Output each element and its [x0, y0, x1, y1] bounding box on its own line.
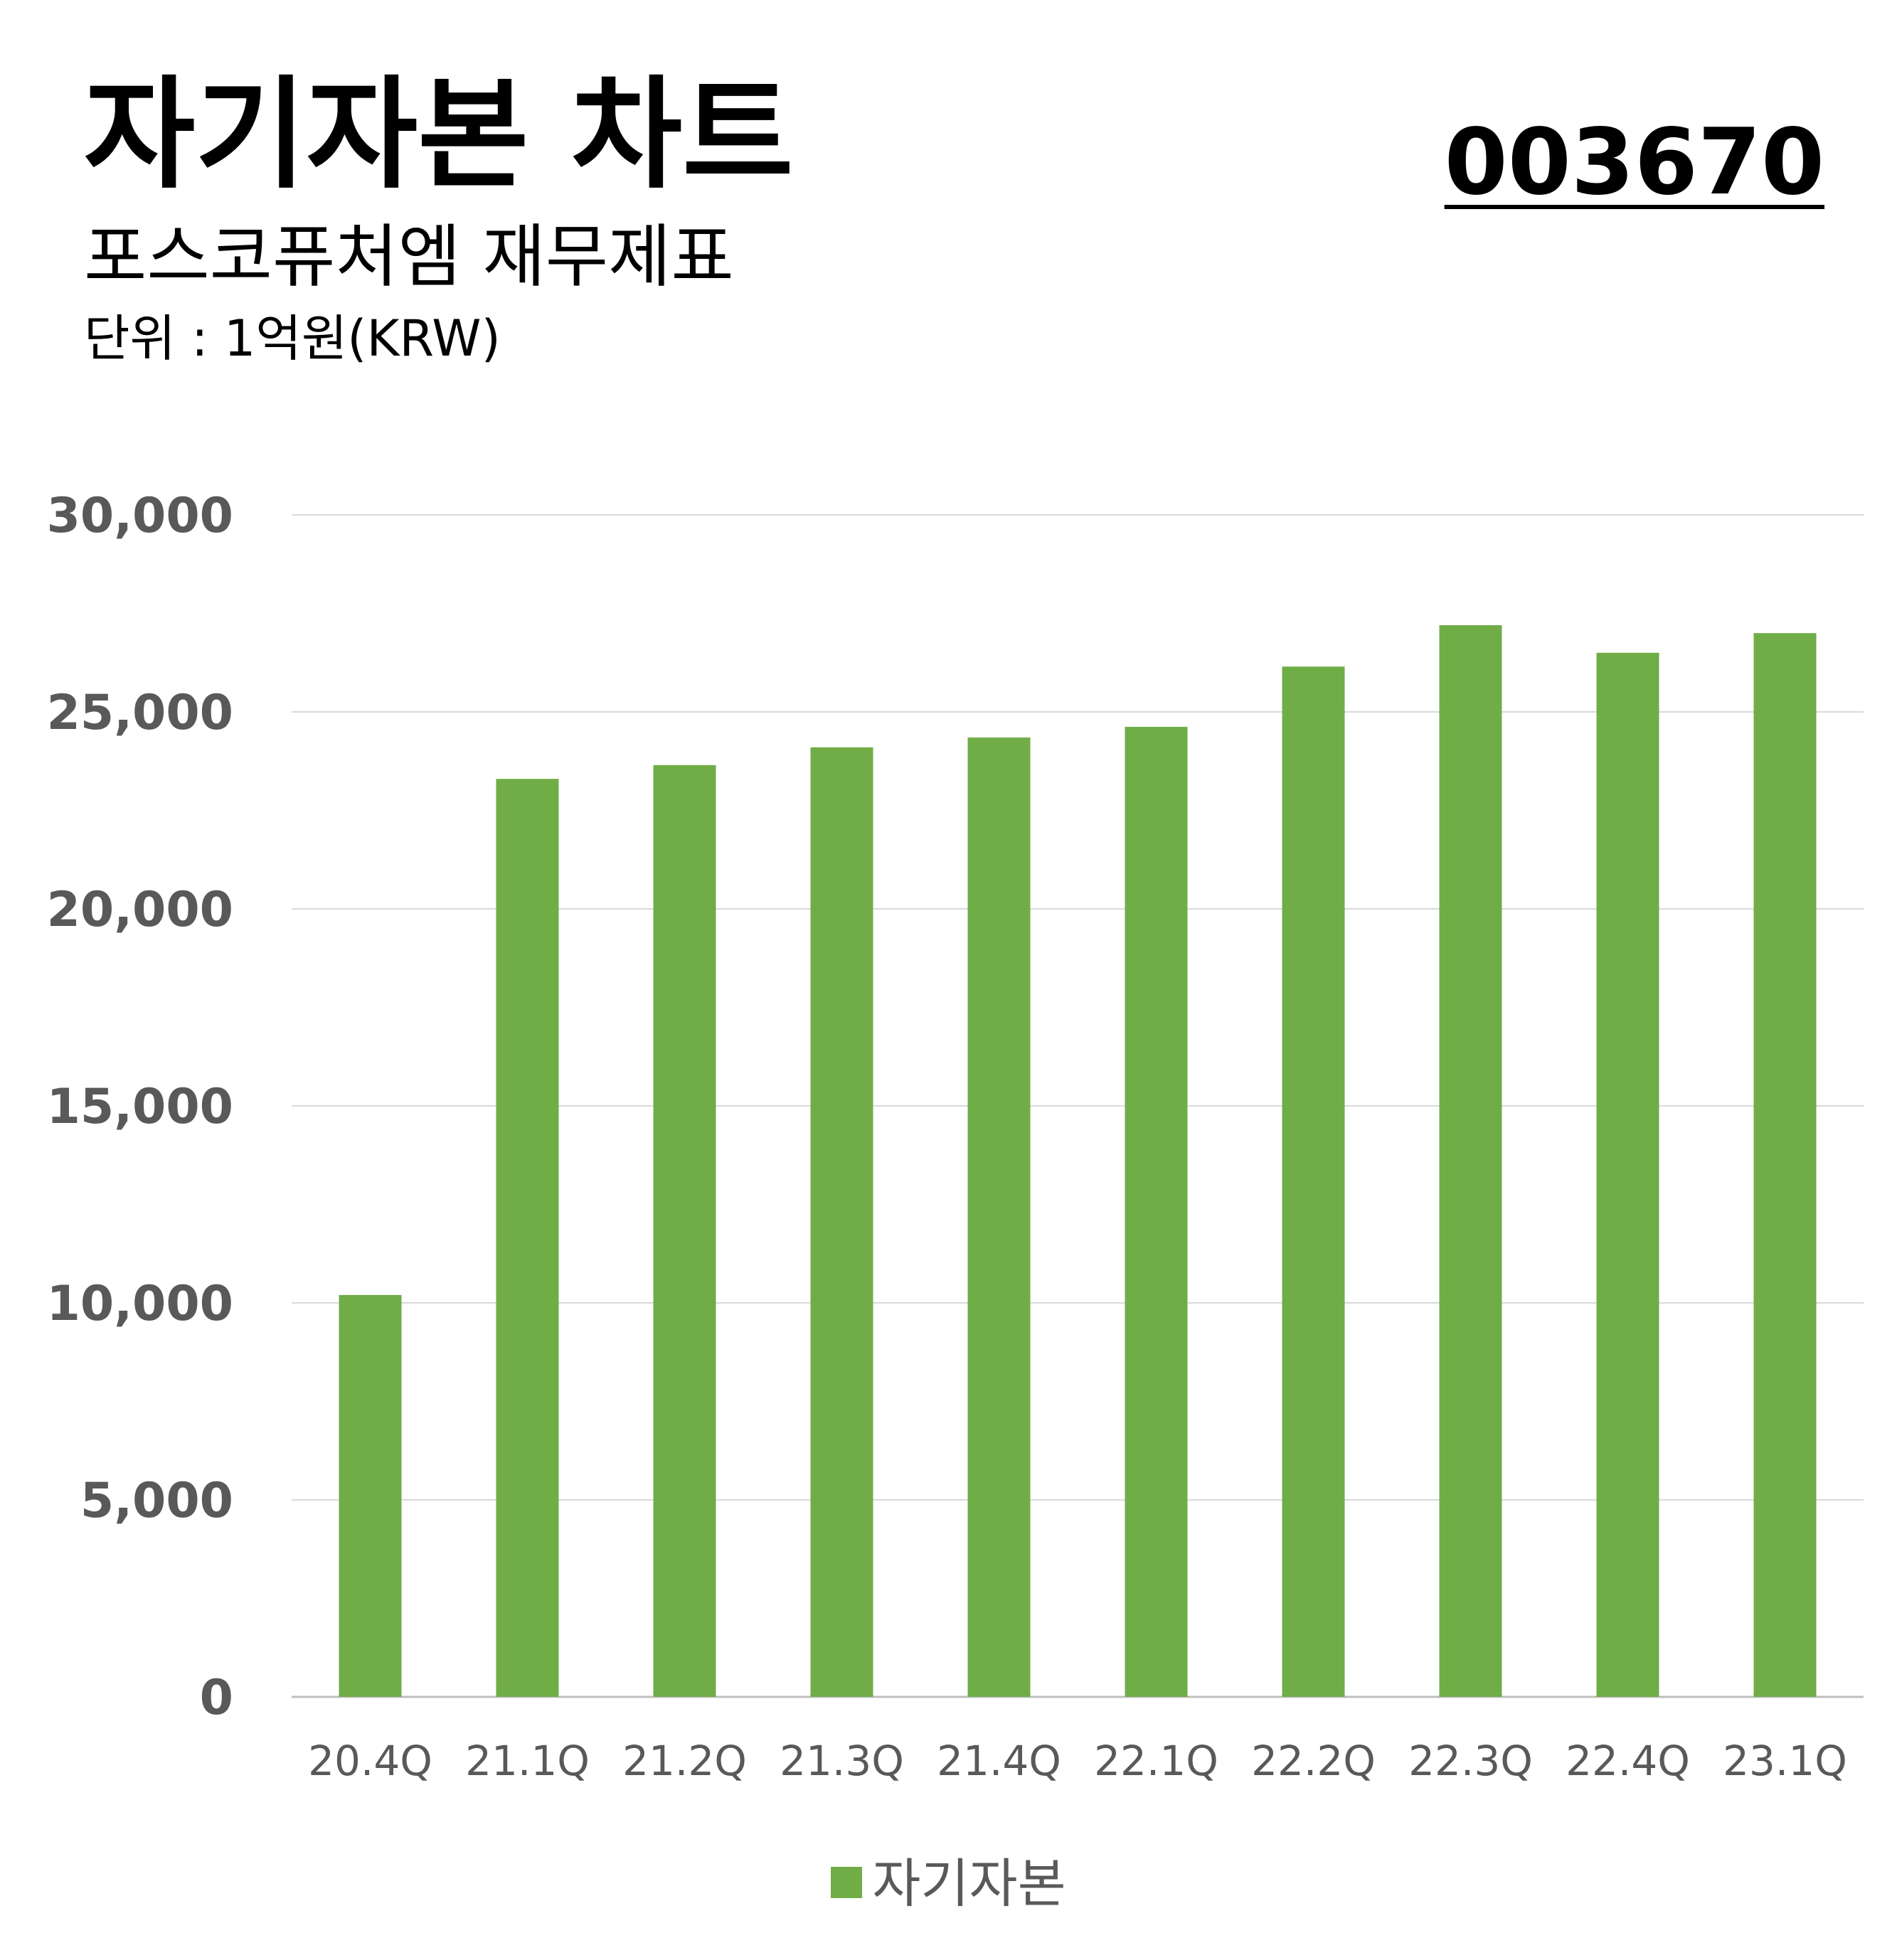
y-axis-ticks: 0 5,000 10,000 15,000 20,000 25,000 30,000: [47, 488, 233, 1726]
bar-22.2Q: [1282, 666, 1345, 1697]
y-tick-label: 5,000: [80, 1473, 233, 1529]
x-tick-label: 20.4Q: [308, 1737, 432, 1785]
x-tick-label: 21.4Q: [937, 1737, 1061, 1785]
unit-label: 단위 : 1억원(KRW): [84, 309, 501, 368]
bar-21.4Q: [967, 737, 1031, 1697]
bar-22.4Q: [1596, 652, 1659, 1697]
x-tick-label: 23.1Q: [1723, 1737, 1847, 1785]
y-tick-label: 10,000: [47, 1276, 233, 1332]
stock-code: 003670: [1444, 110, 1824, 215]
legend-label: 자기자본: [872, 1853, 1066, 1914]
bar-21.3Q: [810, 747, 873, 1697]
y-tick-label: 20,000: [47, 882, 233, 938]
x-tick-label: 22.4Q: [1566, 1737, 1690, 1785]
bar-22.1Q: [1125, 727, 1188, 1697]
x-tick-label: 22.3Q: [1408, 1737, 1533, 1785]
bar-23.1Q: [1753, 633, 1817, 1698]
y-tick-label: 25,000: [47, 685, 233, 741]
x-tick-label: 21.2Q: [622, 1737, 747, 1785]
y-tick-label: 30,000: [47, 488, 233, 544]
x-tick-label: 22.1Q: [1094, 1737, 1218, 1785]
y-tick-label: 15,000: [47, 1079, 233, 1135]
x-tick-label: 21.1Q: [465, 1737, 590, 1785]
bar-22.3Q: [1439, 625, 1502, 1697]
x-axis-ticks: 20.4Q 21.1Q 21.2Q 21.3Q 21.4Q 22.1Q 22.2Q 22.3Q…: [308, 1737, 1847, 1785]
legend-swatch: [831, 1867, 863, 1899]
bars: [339, 625, 1817, 1698]
y-tick-label: 0: [200, 1670, 233, 1726]
chart-title: 자기자본 차트: [84, 65, 794, 206]
bar-20.4Q: [339, 1294, 402, 1697]
chart-subtitle: 포스코퓨처엠 재무제표: [84, 217, 734, 297]
x-tick-label: 22.2Q: [1251, 1737, 1376, 1785]
bar-21.1Q: [496, 779, 559, 1697]
x-tick-label: 21.3Q: [780, 1737, 904, 1785]
bar-21.2Q: [653, 765, 716, 1697]
legend: 자기자본: [0, 1858, 1897, 1910]
